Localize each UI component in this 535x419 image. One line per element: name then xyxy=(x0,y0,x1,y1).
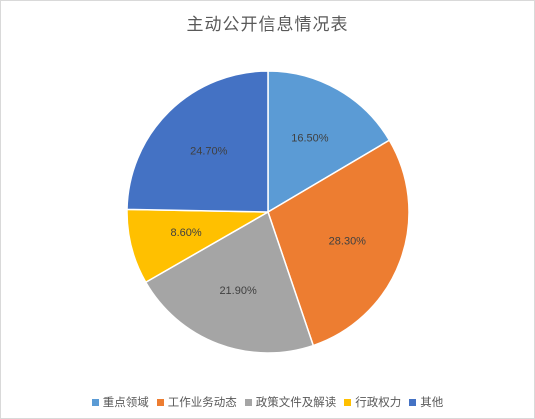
data-label-3: 21.90% xyxy=(219,285,257,297)
data-label-5: 24.70% xyxy=(190,146,228,158)
legend-label: 行政权力 xyxy=(355,395,402,409)
pie-slice-1 xyxy=(267,70,391,214)
legend-swatch xyxy=(244,398,252,406)
legend-label: 重点领域 xyxy=(102,395,149,409)
pie-slice-2 xyxy=(267,139,410,347)
legend-swatch xyxy=(409,398,417,406)
legend-label: 其他 xyxy=(420,395,444,409)
pie-slice-5 xyxy=(126,70,269,213)
chart-title: 主动公开信息情况表 xyxy=(186,15,349,35)
legend-item-4: 行政权力 xyxy=(344,394,401,410)
legend-label: 政策文件及解读 xyxy=(255,395,337,409)
legend-item-3: 政策文件及解读 xyxy=(244,394,337,410)
legend-swatch xyxy=(156,398,164,406)
pie-slices xyxy=(126,70,410,354)
legend-item-5: 其他 xyxy=(409,394,443,410)
data-label-4: 8.60% xyxy=(170,227,201,239)
data-label-2: 28.30% xyxy=(329,235,367,247)
legend-item-2: 工作业务动态 xyxy=(156,394,237,410)
legend-label: 工作业务动态 xyxy=(167,395,237,409)
data-label-1: 16.50% xyxy=(291,132,329,144)
pie-data-labels: 16.50% 28.30% 21.90% 8.60% 24.70% xyxy=(170,132,366,297)
legend-item-1: 重点领域 xyxy=(91,394,149,410)
legend-swatch xyxy=(344,398,352,406)
legend-swatch xyxy=(91,398,99,406)
chart-legend: 重点领域 工作业务动态 政策文件及解读 行政权力 其他 xyxy=(1,394,534,410)
pie-slice-3 xyxy=(144,210,315,354)
